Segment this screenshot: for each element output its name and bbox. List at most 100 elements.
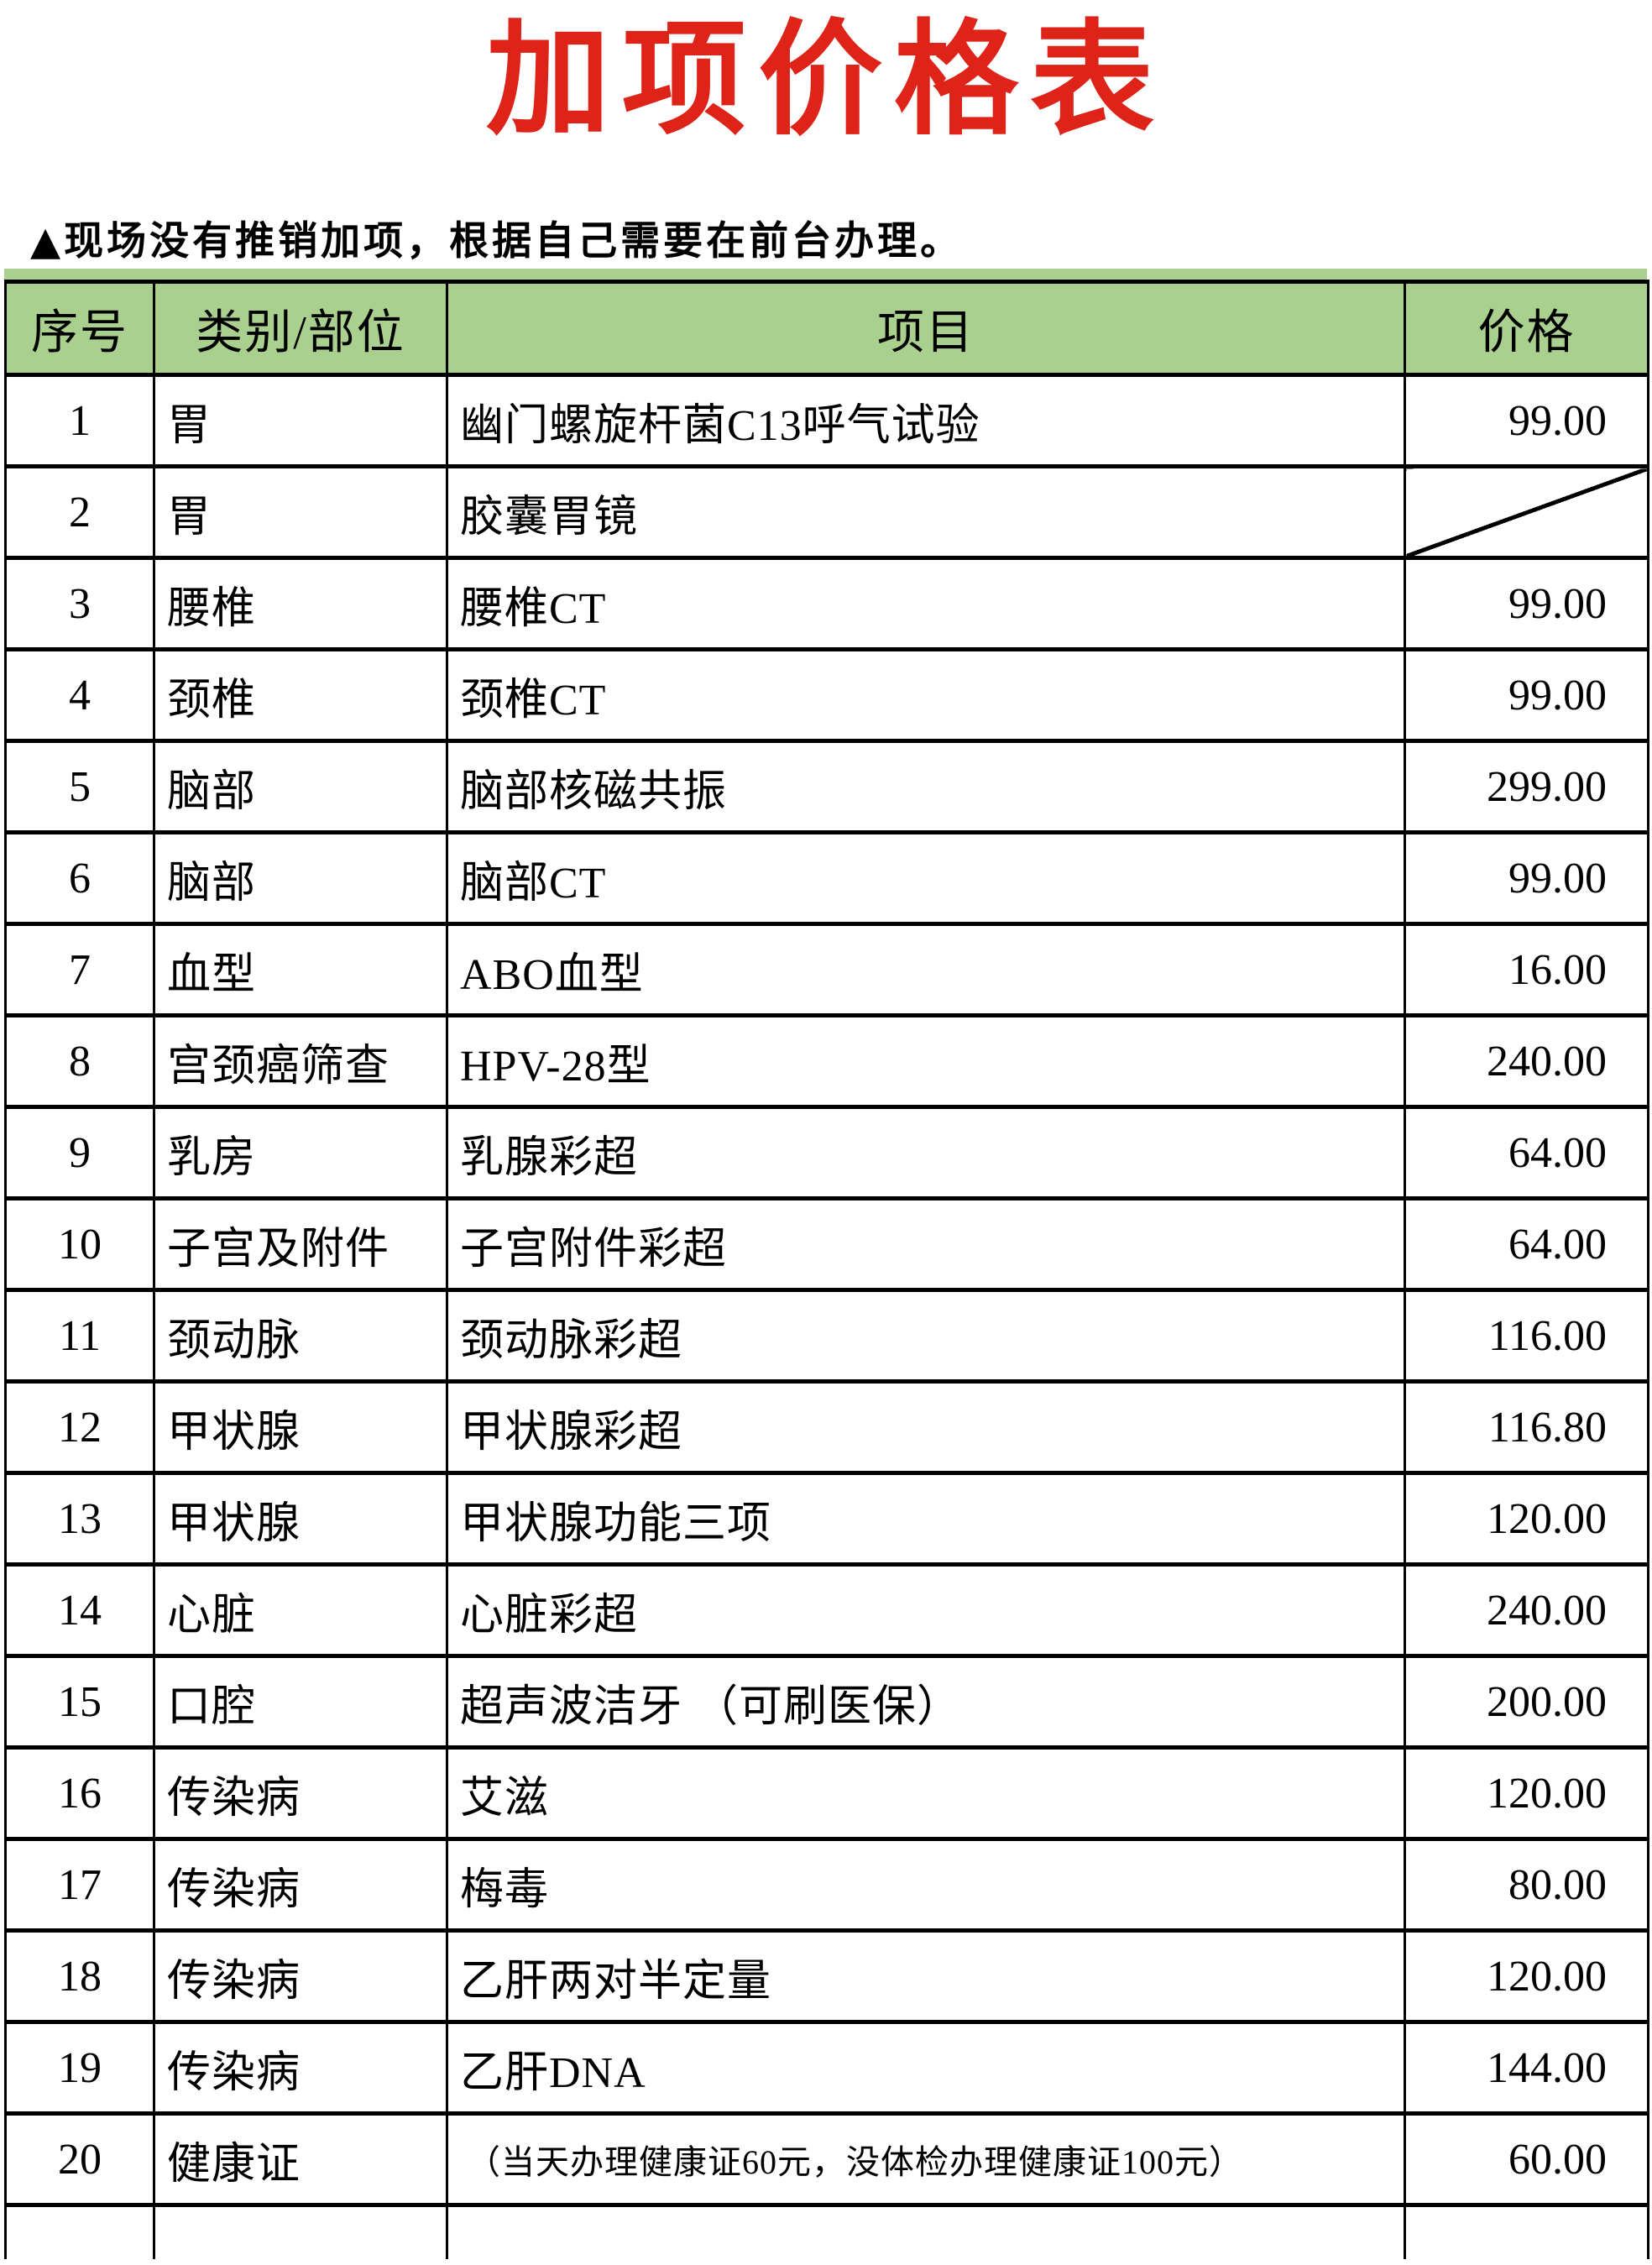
item-cell: 脑部CT xyxy=(446,830,1406,926)
table-row: 17 传染病 梅毒 80.00 xyxy=(4,1837,1649,1933)
category-cell: 传染病 xyxy=(153,1837,448,1933)
item-cell: 艾滋 xyxy=(446,1745,1406,1841)
price-table: 序号 类别/部位 项目 价格 1 胃 幽门螺旋杆菌C13呼气试验 99.00 2… xyxy=(4,280,1649,2259)
category-cell: 健康证 xyxy=(153,2111,448,2207)
price-cell: 240.00 xyxy=(1404,1013,1649,1109)
price-cell: 64.00 xyxy=(1404,1105,1649,1201)
item-cell: 乙肝DNA xyxy=(446,2020,1406,2116)
category-cell: 颈动脉 xyxy=(153,1288,448,1384)
category-cell: 甲状腺 xyxy=(153,1471,448,1567)
row-number-cell: 14 xyxy=(4,1562,155,1658)
price-cell: 99.00 xyxy=(1404,830,1649,926)
table-row: 4 颈椎 颈椎CT 99.00 xyxy=(4,647,1649,743)
item-cell: 腰椎CT xyxy=(446,556,1406,651)
category-cell: 传染病 xyxy=(153,2020,448,2116)
price-cell: 99.00 xyxy=(1404,647,1649,743)
table-row: 3 腰椎 腰椎CT 99.00 xyxy=(4,556,1649,651)
table-row: 18 传染病 乙肝两对半定量 120.00 xyxy=(4,1928,1649,2024)
clipped-partial-row xyxy=(4,2203,1649,2259)
row-number-cell: 8 xyxy=(4,1013,155,1109)
price-table-wrapper: 序号 类别/部位 项目 价格 1 胃 幽门螺旋杆菌C13呼气试验 99.00 2… xyxy=(4,269,1649,2259)
category-cell: 颈椎 xyxy=(153,647,448,743)
item-cell: HPV-28型 xyxy=(446,1013,1406,1109)
price-cell xyxy=(1404,2203,1649,2259)
price-cell: 60.00 xyxy=(1404,2111,1649,2207)
category-cell: 口腔 xyxy=(153,1654,448,1750)
row-number-cell: 18 xyxy=(4,1928,155,2024)
row-number-cell: 5 xyxy=(4,739,155,834)
table-row: 1 胃 幽门螺旋杆菌C13呼气试验 99.00 xyxy=(4,373,1649,468)
page-title: 加项价格表 xyxy=(486,8,1166,152)
item-cell: 颈椎CT xyxy=(446,647,1406,743)
item-cell: 乳腺彩超 xyxy=(446,1105,1406,1201)
price-cell: 80.00 xyxy=(1404,1837,1649,1933)
item-cell: 子宫附件彩超 xyxy=(446,1196,1406,1292)
row-number-cell: 9 xyxy=(4,1105,155,1201)
item-cell xyxy=(446,2203,1406,2259)
item-cell: 脑部核磁共振 xyxy=(446,739,1406,834)
category-cell: 胃 xyxy=(153,464,448,560)
row-number-cell: 4 xyxy=(4,647,155,743)
item-cell: 超声波洁牙 （可刷医保） xyxy=(446,1654,1406,1750)
table-row: 14 心脏 心脏彩超 240.00 xyxy=(4,1562,1649,1658)
price-cell: 240.00 xyxy=(1404,1562,1649,1658)
header-category: 类别/部位 xyxy=(153,280,448,377)
category-cell: 血型 xyxy=(153,922,448,1017)
table-row: 7 血型 ABO血型 16.00 xyxy=(4,922,1649,1017)
table-row: 15 口腔 超声波洁牙 （可刷医保） 200.00 xyxy=(4,1654,1649,1750)
item-cell: 甲状腺功能三项 xyxy=(446,1471,1406,1567)
table-row: 6 脑部 脑部CT 99.00 xyxy=(4,830,1649,926)
header-item: 项目 xyxy=(446,280,1406,377)
table-row: 12 甲状腺 甲状腺彩超 116.80 xyxy=(4,1379,1649,1475)
category-cell: 腰椎 xyxy=(153,556,448,651)
item-cell: 甲状腺彩超 xyxy=(446,1379,1406,1475)
price-cell: 144.00 xyxy=(1404,2020,1649,2116)
row-number-cell: 11 xyxy=(4,1288,155,1384)
row-number-cell: 16 xyxy=(4,1745,155,1841)
row-number-cell: 17 xyxy=(4,1837,155,1933)
price-cell: 200.00 xyxy=(1404,1654,1649,1750)
item-cell: 幽门螺旋杆菌C13呼气试验 xyxy=(446,373,1406,468)
price-cell: 16.00 xyxy=(1404,922,1649,1017)
item-cell: （当天办理健康证60元，没体检办理健康证100元） xyxy=(446,2111,1406,2207)
item-cell: 心脏彩超 xyxy=(446,1562,1406,1658)
category-cell: 脑部 xyxy=(153,739,448,834)
price-cell xyxy=(1404,464,1649,560)
row-number-cell: 13 xyxy=(4,1471,155,1567)
item-cell: 颈动脉彩超 xyxy=(446,1288,1406,1384)
category-cell xyxy=(153,2203,448,2259)
row-number-cell: 1 xyxy=(4,373,155,468)
category-cell: 子宫及附件 xyxy=(153,1196,448,1292)
category-cell: 脑部 xyxy=(153,830,448,926)
row-number-cell: 10 xyxy=(4,1196,155,1292)
row-number-cell: 3 xyxy=(4,556,155,651)
category-cell: 传染病 xyxy=(153,1928,448,2024)
table-row: 16 传染病 艾滋 120.00 xyxy=(4,1745,1649,1841)
row-number-cell: 19 xyxy=(4,2020,155,2116)
price-cell: 116.80 xyxy=(1404,1379,1649,1475)
row-number-cell: 2 xyxy=(4,464,155,560)
header-no: 序号 xyxy=(4,280,155,377)
category-cell: 传染病 xyxy=(153,1745,448,1841)
item-cell: 乙肝两对半定量 xyxy=(446,1928,1406,2024)
table-row: 9 乳房 乳腺彩超 64.00 xyxy=(4,1105,1649,1201)
price-cell: 64.00 xyxy=(1404,1196,1649,1292)
price-cell: 299.00 xyxy=(1404,739,1649,834)
table-row: 11 颈动脉 颈动脉彩超 116.00 xyxy=(4,1288,1649,1384)
price-cell: 116.00 xyxy=(1404,1288,1649,1384)
category-cell: 乳房 xyxy=(153,1105,448,1201)
category-cell: 心脏 xyxy=(153,1562,448,1658)
category-cell: 甲状腺 xyxy=(153,1379,448,1475)
item-cell: 胶囊胃镜 xyxy=(446,464,1406,560)
row-number-cell: 20 xyxy=(4,2111,155,2207)
category-cell: 胃 xyxy=(153,373,448,468)
item-cell: 梅毒 xyxy=(446,1837,1406,1933)
table-row: 8 宫颈癌筛查 HPV-28型 240.00 xyxy=(4,1013,1649,1109)
category-cell: 宫颈癌筛查 xyxy=(153,1013,448,1109)
row-number-cell: 12 xyxy=(4,1379,155,1475)
item-cell: ABO血型 xyxy=(446,922,1406,1017)
price-cell: 99.00 xyxy=(1404,373,1649,468)
price-cell: 99.00 xyxy=(1404,556,1649,651)
table-row: 19 传染病 乙肝DNA 144.00 xyxy=(4,2020,1649,2116)
table-row: 13 甲状腺 甲状腺功能三项 120.00 xyxy=(4,1471,1649,1567)
